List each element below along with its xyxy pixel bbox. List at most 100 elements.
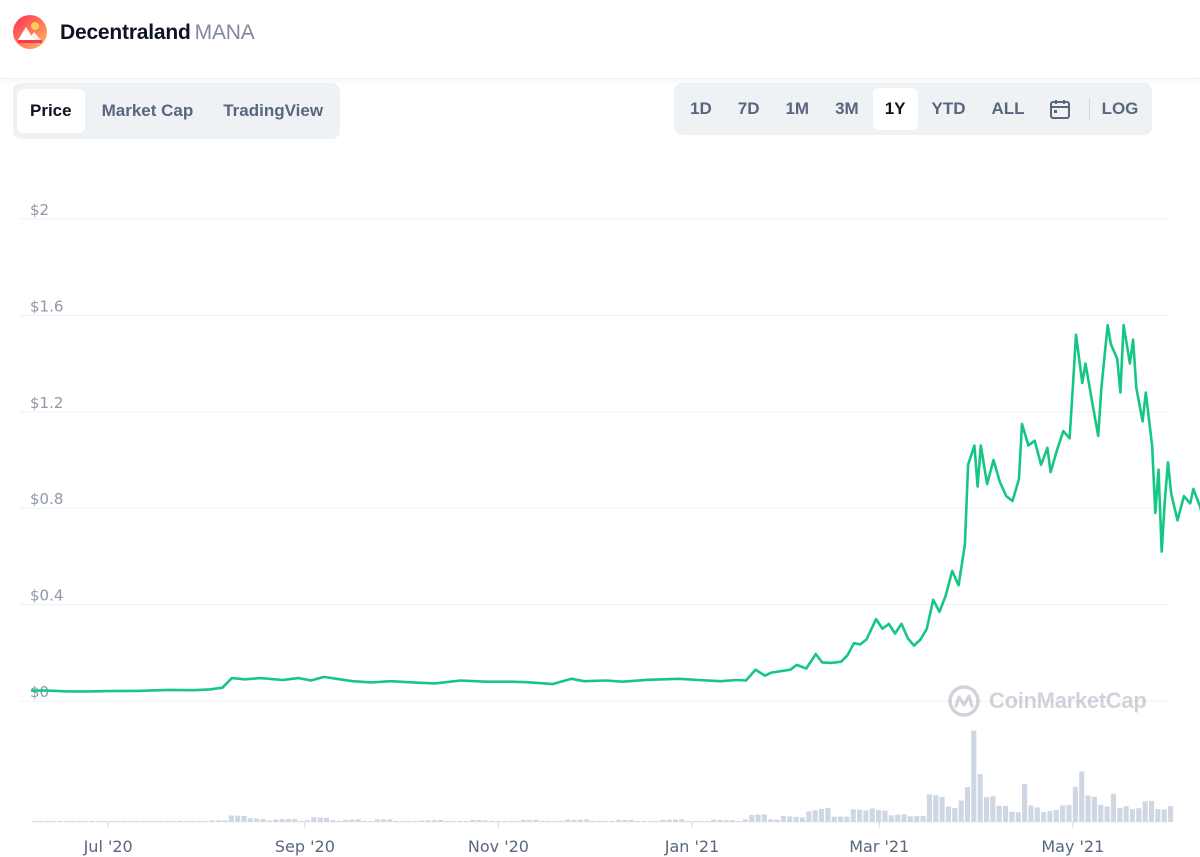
volume-bar [241, 815, 247, 822]
volume-bar [406, 821, 412, 822]
volume-bar [507, 821, 514, 822]
y-tick-label: $1.6 [30, 297, 63, 315]
volume-bar [742, 819, 748, 822]
volume-bar [609, 821, 615, 822]
volume-bar [622, 819, 628, 822]
volume-bar [876, 809, 882, 822]
volume-bar [672, 819, 679, 822]
volume-bar [1009, 811, 1015, 822]
volume-bar [82, 821, 88, 822]
volume-bar [641, 821, 647, 822]
volume-bar [184, 821, 190, 822]
volume-bar [977, 774, 983, 822]
volume-bar [1053, 809, 1059, 822]
decentraland-logo-icon [13, 15, 47, 49]
volume-bar [1041, 812, 1047, 822]
volume-bar [1168, 806, 1174, 822]
x-tick-label: Mar '21 [849, 837, 909, 856]
volume-bar [717, 819, 723, 822]
volume-bars [32, 730, 1174, 822]
volume-bar [51, 821, 57, 822]
volume-bar [1015, 812, 1021, 822]
volume-bar [628, 820, 634, 822]
volume-bar [1066, 804, 1072, 822]
volume-bar [990, 796, 996, 822]
volume-bar [76, 821, 82, 822]
volume-bar [1155, 809, 1161, 822]
volume-bar [971, 730, 977, 822]
volume-bar [983, 797, 990, 822]
volume-bar [901, 814, 907, 822]
coinmarketcap-watermark: CoinMarketCap [947, 684, 1147, 718]
volume-bar [298, 820, 304, 822]
volume-bar [603, 821, 609, 822]
volume-bar [584, 819, 590, 822]
volume-bar [32, 821, 38, 822]
volume-bar [552, 820, 558, 822]
volume-bar [647, 821, 653, 822]
range-all[interactable]: ALL [991, 99, 1025, 118]
range-3m[interactable]: 3M [835, 99, 859, 118]
volume-bar [1079, 771, 1085, 822]
volume-bar [203, 821, 209, 822]
volume-bar [260, 818, 266, 822]
volume-bar [476, 820, 482, 822]
tab-market-cap[interactable]: Market Cap [101, 101, 194, 120]
volume-bar [939, 796, 945, 822]
volume-bar [381, 819, 387, 822]
volume-bar [374, 819, 380, 822]
tab-price[interactable]: Price [17, 89, 85, 133]
range-1y[interactable]: 1Y [872, 88, 918, 130]
log-scale-button[interactable]: LOG [1101, 99, 1139, 118]
coin-name: Decentraland [60, 21, 191, 44]
coin-title: Decentraland MANA [60, 21, 255, 45]
volume-bar [1047, 810, 1053, 822]
volume-bar [787, 816, 793, 822]
coin-symbol: MANA [194, 21, 255, 44]
volume-bar [844, 816, 850, 822]
volume-bar [63, 821, 69, 822]
volume-bar [114, 821, 120, 822]
volume-bar [698, 821, 704, 822]
volume-bar [216, 820, 222, 822]
price-line-layer [30, 323, 1200, 693]
y-axis-labels: $0 $0.4 $0.8 $1.2 $1.6 $2 [30, 201, 63, 701]
volume-bar [799, 817, 806, 822]
range-1m[interactable]: 1M [785, 99, 810, 118]
range-ytd[interactable]: YTD [931, 99, 966, 118]
volume-bar [304, 820, 311, 822]
volume-bar [660, 819, 666, 822]
toolbar-divider [1088, 98, 1090, 120]
volume-bar [108, 821, 114, 822]
coinmarketcap-logo-icon [948, 685, 980, 717]
range-7d[interactable]: 7D [737, 99, 760, 118]
volume-bar [1104, 806, 1110, 822]
volume-bar [831, 816, 837, 822]
volume-bar [818, 809, 825, 822]
volume-bar [812, 810, 818, 822]
tab-tradingview[interactable]: TradingView [223, 101, 324, 120]
volume-bar [311, 817, 317, 822]
volume-bar [444, 821, 450, 822]
volume-bar [349, 819, 355, 822]
calendar-button[interactable] [1037, 88, 1083, 130]
volume-bar [127, 821, 133, 822]
volume-bar [323, 817, 330, 822]
volume-bar [596, 820, 602, 822]
y-tick-label: $0 [30, 683, 49, 701]
volume-bar [419, 820, 425, 822]
volume-bar [158, 821, 165, 822]
volume-bar [736, 821, 742, 822]
volume-bar [755, 814, 761, 822]
volume-bar [190, 821, 196, 822]
volume-bar [330, 820, 336, 822]
range-1d[interactable]: 1D [690, 99, 712, 118]
volume-bar [44, 821, 50, 822]
volume-bar [292, 818, 298, 822]
volume-bar [774, 819, 780, 822]
volume-bar [711, 819, 717, 822]
volume-bar [723, 820, 729, 822]
volume-bar [571, 819, 577, 822]
volume-bar [634, 821, 641, 822]
